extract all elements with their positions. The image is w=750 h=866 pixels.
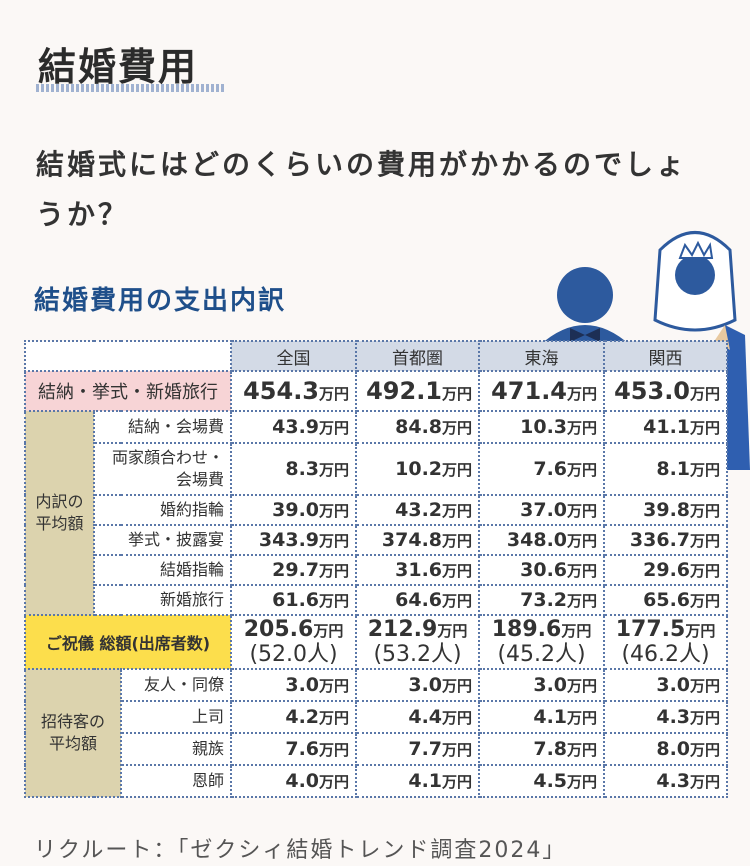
column-header: 首都圏 — [355, 340, 481, 372]
table-row: 挙式・披露宴 343.9万円 374.8万円 348.0万円 336.7万円 — [25, 524, 729, 556]
value-cell: 7.6万円 — [230, 732, 358, 766]
value-cell: 39.8万円 — [603, 494, 729, 526]
value-cell: 29.6万円 — [603, 554, 729, 586]
row-label: 友人・同僚 — [119, 668, 233, 702]
table-row: 新婚旅行 61.6万円 64.6万円 73.2万円 65.6万円 — [25, 584, 729, 616]
value-cell: 374.8万円 — [355, 524, 481, 556]
table-row: 親族 7.6万円 7.7万円 7.8万円 8.0万円 — [25, 732, 729, 766]
value-cell: 4.1万円 — [355, 764, 481, 798]
value-cell: 73.2万円 — [478, 584, 606, 616]
value-cell: 3.0万円 — [355, 668, 481, 702]
value-cell: 84.8万円 — [355, 410, 481, 444]
value-cell: 348.0万円 — [478, 524, 606, 556]
value-cell: 7.8万円 — [478, 732, 606, 766]
wedding-cost-table: 全国 首都圏 東海 関西 結納・挙式・新婚旅行 454.3万円 492.1万円 … — [23, 340, 729, 798]
table-row: 婚約指輪 39.0万円 43.2万円 37.0万円 39.8万円 — [25, 494, 729, 526]
total-label: 結納・挙式・新婚旅行 — [23, 370, 233, 412]
source-note: リクルート：「ゼクシィ結婚トレンド調査2024」 — [34, 838, 567, 863]
value-cell: 61.6万円 — [230, 584, 358, 616]
page-title: 結婚費用 — [38, 45, 199, 89]
table-header-row: 全国 首都圏 東海 関西 — [23, 340, 729, 372]
value-cell: 64.6万円 — [355, 584, 481, 616]
row-label: 上司 — [119, 700, 233, 734]
column-header: 関西 — [603, 340, 729, 372]
gift-row: ご祝儀 総額(出席者数) 205.6万円 (52.0人) 212.9万円 (53.2… — [23, 614, 729, 670]
row-label: 挙式・披露宴 — [92, 524, 233, 556]
value-cell: 8.1万円 — [603, 442, 729, 496]
row-label: 恩師 — [119, 764, 233, 798]
wedding-couple-pencil-illustration — [540, 231, 750, 470]
value-cell: 7.6万円 — [478, 442, 606, 496]
value-cell: 343.9万円 — [230, 524, 358, 556]
table-row: 恩師 4.0万円 4.1万円 4.5万円 4.3万円 — [25, 764, 729, 798]
total-row: 結納・挙式・新婚旅行 454.3万円 492.1万円 471.4万円 453.0… — [23, 370, 729, 412]
value-cell: 3.0万円 — [230, 668, 358, 702]
value-cell: 43.9万円 — [230, 410, 358, 444]
section-title: 結婚費用の支出内訳 — [34, 286, 287, 316]
value-cell: 39.0万円 — [230, 494, 358, 526]
table-row: 両家顔合わせ・会場費 8.3万円 10.2万円 7.6万円 8.1万円 — [25, 442, 729, 496]
value-cell: 65.6万円 — [603, 584, 729, 616]
title-underline — [36, 84, 226, 92]
value-cell: 31.6万円 — [355, 554, 481, 586]
value-cell: 30.6万円 — [478, 554, 606, 586]
value-cell: 8.3万円 — [230, 442, 358, 496]
group-label: 内訳の平均額 — [24, 410, 95, 616]
value-cell: 29.7万円 — [230, 554, 358, 586]
value-cell: 41.1万円 — [603, 410, 729, 444]
row-label: 結納・会場費 — [92, 410, 233, 444]
row-label: 両家顔合わせ・会場費 — [92, 442, 233, 496]
value-cell: 4.3万円 — [603, 764, 729, 798]
value-cell: 7.7万円 — [355, 732, 481, 766]
row-label: 結婚指輪 — [92, 554, 233, 586]
value-cell: 4.3万円 — [603, 700, 729, 734]
column-header: 全国 — [230, 340, 358, 372]
value-cell: 4.1万円 — [478, 700, 606, 734]
row-label: 婚約指輪 — [92, 494, 233, 526]
row-label: 親族 — [119, 732, 233, 766]
table-row: 招待客の平均額 友人・同僚 3.0万円 3.0万円 3.0万円 3.0万円 — [24, 668, 729, 798]
value-cell: 37.0万円 — [478, 494, 606, 526]
value-cell: 4.0万円 — [230, 764, 358, 798]
row-label: 新婚旅行 — [92, 584, 233, 616]
value-cell: 4.5万円 — [478, 764, 606, 798]
gift-label: ご祝儀 総額(出席者数) — [23, 614, 233, 670]
value-cell: 43.2万円 — [355, 494, 481, 526]
column-header: 東海 — [478, 340, 606, 372]
table-row: 内訳の平均額 結納・会場費 43.9万円 84.8万円 10.3万円 41.1万円 — [24, 410, 729, 616]
table-row: 上司 4.2万円 4.4万円 4.1万円 4.3万円 — [25, 700, 729, 734]
value-cell: 4.4万円 — [355, 700, 481, 734]
group-label: 招待客の平均額 — [24, 668, 122, 798]
value-cell: 3.0万円 — [603, 668, 729, 702]
value-cell: 4.2万円 — [230, 700, 358, 734]
value-cell: 10.2万円 — [355, 442, 481, 496]
question-text: 結婚式にはどのくらいの費用がかかるのでしょうか？ — [36, 148, 688, 231]
value-cell: 8.0万円 — [603, 732, 729, 766]
value-cell: 336.7万円 — [603, 524, 729, 556]
value-cell: 3.0万円 — [478, 668, 606, 702]
value-cell: 10.3万円 — [478, 410, 606, 444]
table-row: 結婚指輪 29.7万円 31.6万円 30.6万円 29.6万円 — [25, 554, 729, 586]
